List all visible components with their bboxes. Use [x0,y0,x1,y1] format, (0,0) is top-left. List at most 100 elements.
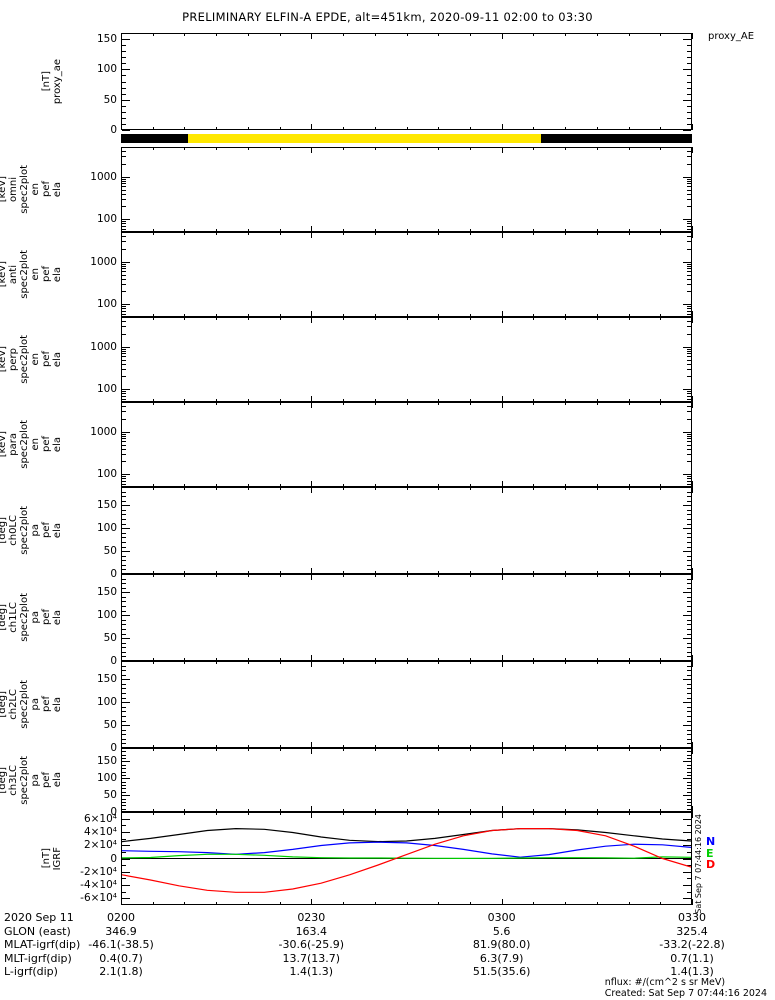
x-tick-minor [597,402,598,405]
x-tick-minor [629,314,630,317]
x-tick-minor [343,399,344,402]
x-tick [502,661,503,667]
y-tick-label: 0 [110,742,117,754]
x-tick-minor [502,812,503,815]
axis-title-word: pa [30,698,41,711]
ephemeris-value: 81.9(80.0) [472,938,531,951]
x-tick-minor [533,232,534,235]
x-tick-minor [597,317,598,320]
axis-title-word: en [30,353,41,366]
axis-title-word: ela [52,266,63,283]
x-tick-minor [502,487,503,490]
x-tick-minor [311,232,312,235]
y-tick-minor [687,569,691,570]
axis-title: ela pef pa spec2plot ch3LC [deg] [0,748,65,812]
x-tick-minor [597,748,598,751]
y-tick-minor [687,528,691,529]
x-tick-minor [343,809,344,812]
x-tick-minor [407,402,408,405]
y-tick-minor [122,802,126,803]
x-tick-minor [470,574,471,577]
y-tick-minor [687,461,691,462]
axis-title-word: spec2plot [19,335,30,384]
axis-title-word: pef [41,522,52,539]
x-tick-minor [438,658,439,661]
axis-title-word: en [30,183,41,196]
y-tick-label: 150 [96,673,117,685]
x-tick-minor [216,571,217,574]
x-tick-minor [438,902,439,905]
axis-title-word: spec2plot [19,420,30,469]
x-tick-minor [533,902,534,905]
x-tick-minor [248,574,249,577]
x-tick-minor [248,317,249,320]
x-tick-minor [248,487,249,490]
x-tick-minor [311,574,312,577]
x-tick-minor [407,399,408,402]
axis-title-word: IGRF [52,846,63,871]
y-tick-minor [687,647,691,648]
x-tick-minor [629,232,630,235]
y-tick-major [122,859,130,860]
x-tick-minor [533,33,534,36]
x-tick-minor [407,484,408,487]
y-tick-major [683,262,691,263]
x-tick-minor [502,809,503,812]
x-tick-minor [375,487,376,490]
y-tick-minor [687,611,691,612]
x-tick-minor [629,661,630,664]
y-tick-minor [122,112,126,113]
x-tick-minor [216,484,217,487]
y-tick-minor [687,579,691,580]
x-tick-minor [184,745,185,748]
y-tick-minor [122,271,126,272]
x-tick-minor [692,748,693,751]
y-tick-major [122,795,130,796]
y-tick-minor [687,186,691,187]
axis-title-word: ela [52,351,63,368]
x-tick [502,812,503,818]
x-tick [502,317,503,323]
y-tick-minor [122,399,126,400]
x-tick-minor [660,748,661,751]
y-tick-minor [122,743,126,744]
x-tick-minor [597,902,598,905]
y-tick-minor [122,611,126,612]
x-tick-minor [153,399,154,402]
x-tick-minor [470,402,471,405]
x-tick-minor [375,484,376,487]
x-tick-minor [407,661,408,664]
axis-title-word: spec2plot [19,680,30,729]
y-tick-minor [122,606,126,607]
y-tick-minor [122,765,126,766]
x-tick-minor [184,314,185,317]
x-tick-minor [692,232,693,235]
igrf-series-d [122,828,691,893]
x-tick-minor [692,571,693,574]
y-tick-minor [122,839,126,840]
y-tick-minor [122,872,126,873]
ephemeris-value: 1.4(1.3) [289,965,334,978]
y-tick-minor [122,755,126,756]
y-tick-minor [122,688,126,689]
x-tick-minor [343,314,344,317]
x-tick-minor [216,812,217,815]
x-tick-minor [153,574,154,577]
x-tick-minor [407,812,408,815]
y-tick-label: -2×10⁴ [80,866,117,878]
x-tick-minor [121,147,122,150]
x-tick [311,317,312,323]
y-tick-minor [122,734,126,735]
x-tick-minor [216,661,217,664]
axis-title-word: para [8,433,19,456]
x-tick [692,147,693,153]
y-tick-minor [122,124,126,125]
axis-title-word: [keV] [0,261,8,288]
x-tick [311,574,312,580]
y-tick-minor [687,268,691,269]
y-tick-minor [687,852,691,853]
y-tick-major [122,845,130,846]
y-tick-minor [687,624,691,625]
y-tick-minor [122,396,126,397]
y-tick-minor [122,275,126,276]
